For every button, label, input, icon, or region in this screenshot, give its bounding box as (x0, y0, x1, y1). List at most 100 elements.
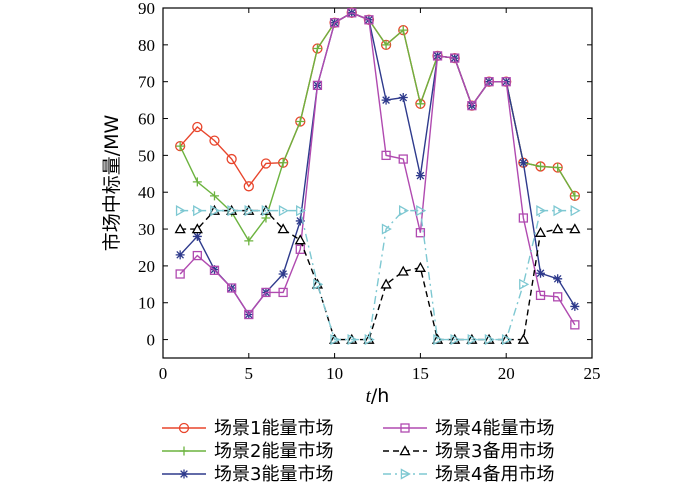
series-4-point (501, 77, 511, 87)
series-6-point (296, 205, 307, 217)
series-5-point (414, 261, 427, 272)
series-6-point (433, 333, 444, 346)
legend-label: 场景3备用市场 (435, 441, 554, 462)
series-6-line (180, 209, 575, 341)
legend-marker (400, 468, 411, 480)
series-3-point (415, 171, 425, 181)
series-5-point (191, 223, 203, 234)
legend-label: 场景1能量市场 (214, 418, 333, 439)
series-3-point (398, 93, 408, 103)
series-2-point (381, 40, 391, 50)
series-4 (175, 8, 580, 330)
series-4-point (535, 290, 546, 301)
legend-label: 场景4能量市场 (435, 418, 554, 439)
series-2-point (553, 163, 563, 173)
series-5-line (180, 209, 575, 341)
series-4-point (398, 154, 408, 164)
series-2-point (415, 99, 425, 109)
legend-marker (399, 445, 411, 456)
series-6-point (330, 333, 341, 346)
series-2-point (295, 116, 305, 126)
legend-item-6: 场景4备用市场 (383, 464, 554, 485)
legend-item-1: 场景1能量市场 (162, 418, 333, 439)
series-5-point (569, 223, 581, 234)
series-6-point (467, 333, 478, 346)
legend-item-4: 场景4能量市场 (383, 418, 554, 439)
legend-item-2: 场景2能量市场 (162, 441, 333, 462)
series-4-point (364, 15, 374, 25)
series-4-point (312, 80, 323, 91)
series-4-point (553, 292, 563, 302)
legend-label: 场景2能量市场 (214, 441, 333, 462)
series-4-point (415, 228, 426, 238)
series-1-point (243, 181, 254, 192)
series-6-point (261, 205, 272, 217)
series-3-point (553, 274, 563, 284)
series-2-point (209, 191, 219, 201)
series-2-point (192, 177, 202, 187)
series-4-point (329, 18, 340, 28)
series-3-point (175, 250, 185, 260)
series-4-point (192, 250, 202, 261)
series-4-point (244, 309, 254, 320)
y-tick-label: 80 (138, 36, 155, 55)
series-2-point (312, 44, 322, 54)
series-6-point (313, 278, 324, 290)
series-3-line (179, 12, 576, 316)
y-tick-label: 40 (138, 183, 155, 202)
x-axis-label-unit: /h (371, 385, 389, 407)
x-tick-label: 25 (584, 364, 601, 383)
series-2-point (536, 161, 546, 171)
series-3-point (278, 269, 288, 279)
series-3-point (295, 216, 305, 226)
series-5 (174, 204, 581, 344)
series-2-point (278, 158, 288, 168)
series-6-point (278, 205, 289, 217)
x-tick-label: 20 (498, 364, 515, 383)
axes: 0 5 10 15 20 25 0 10 20 30 40 50 60 70 80 90 t/h 市场中标量/MW (101, 0, 601, 407)
series-5-point (534, 226, 547, 237)
series-4-point (209, 265, 220, 275)
series-4-point (381, 150, 391, 161)
series-1-point (192, 121, 203, 133)
series-5-point (294, 234, 306, 245)
series-6 (175, 205, 581, 346)
y-tick-label: 30 (138, 220, 155, 239)
plot-frame (162, 7, 593, 359)
series-2 (175, 8, 580, 246)
series-6-point (227, 205, 238, 217)
y-tick-label: 70 (138, 73, 155, 92)
series-2-point (398, 25, 408, 35)
series-5-point (552, 223, 564, 234)
series-2-point (175, 141, 185, 151)
series-4-point (175, 269, 185, 279)
x-axis-label-var: t (366, 386, 372, 407)
series-6-point (553, 205, 564, 217)
x-tick-label: 15 (412, 364, 429, 383)
series-4-point (432, 51, 443, 61)
legend-label: 场景3能量市场 (214, 464, 333, 485)
series-6-point (484, 333, 495, 346)
series-4-point (261, 287, 271, 298)
series-layer (174, 7, 581, 346)
y-tick-label: 20 (138, 257, 155, 276)
series-3-point (192, 231, 202, 241)
series-4-point (518, 213, 529, 223)
series-4-point (450, 53, 460, 63)
legend-label: 场景4备用市场 (435, 464, 554, 485)
series-6-point (398, 205, 410, 217)
legend-marker (400, 423, 410, 433)
series-6-point (381, 223, 392, 235)
series-5-point (174, 223, 186, 234)
series-5-point (397, 265, 409, 276)
y-tick-label: 60 (138, 110, 155, 129)
series-6-point (193, 205, 204, 217)
series-6-point (501, 333, 513, 346)
series-6-point (519, 278, 530, 290)
series-1-point (260, 158, 272, 169)
series-4-point (570, 320, 580, 330)
series-6-point (347, 333, 358, 346)
series-1-point (226, 153, 237, 165)
series-3-point (570, 301, 580, 311)
